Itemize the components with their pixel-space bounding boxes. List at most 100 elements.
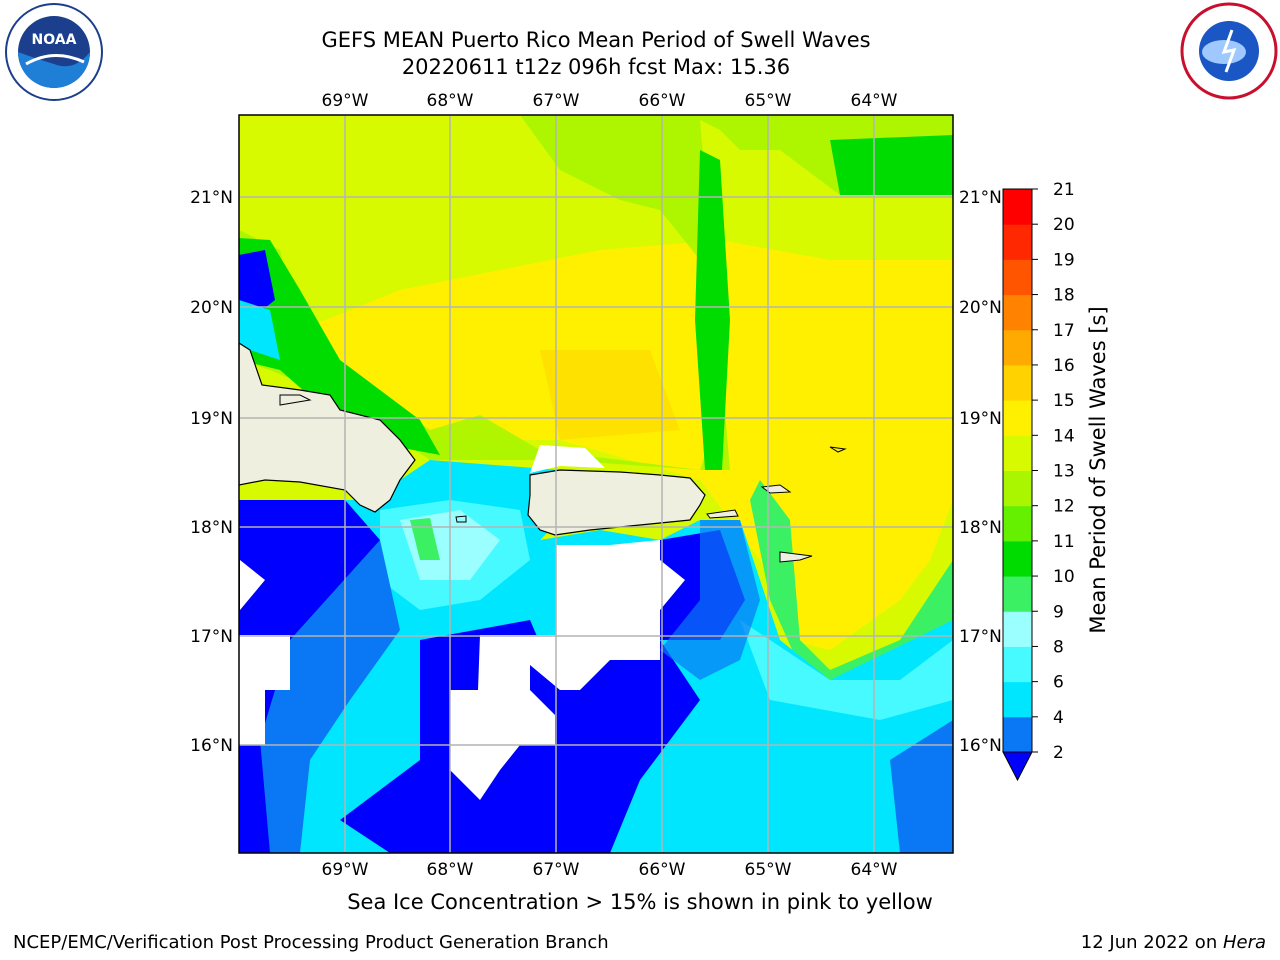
lat-label: 21°N [190, 188, 233, 208]
colorbar-label: Mean Period of Swell Waves [s] [1086, 306, 1110, 633]
lon-label: 68°W [427, 860, 474, 880]
colorbar-segment [1003, 470, 1032, 507]
colorbar-tick-label: 20 [1053, 215, 1075, 235]
colorbar-segment [1003, 329, 1032, 366]
field-4-6s-nw [239, 300, 280, 360]
colorbar-segment [1003, 611, 1032, 647]
island-st-croix [779, 551, 813, 563]
field-2-4s-east [660, 520, 760, 680]
lon-label: 64°W [851, 860, 898, 880]
island-vieques [706, 509, 739, 519]
colorbar: 2 4 6 8 9 10 11 12 13 14 15 16 17 18 19 20 21 [1002, 180, 1075, 782]
map-frame [238, 114, 954, 854]
field-6-8s-b [740, 620, 953, 720]
lon-label: 69°W [322, 91, 369, 111]
colorbar-tick-label: 4 [1053, 708, 1064, 728]
footer-right: 12 Jun 2022 on Hera [1081, 932, 1266, 953]
lat-label: 18°N [190, 518, 233, 538]
lat-label: 17°N [190, 627, 233, 647]
colorbar-tick-label: 2 [1053, 743, 1064, 763]
colorbar-tick-label: 15 [1053, 391, 1075, 411]
masked-area [556, 540, 660, 635]
lon-labels-bottom: 69°W 68°W 67°W 66°W 65°W 64°W [322, 860, 898, 880]
colorbar-tick-label: 13 [1053, 462, 1075, 482]
colorbar-segment [1003, 400, 1032, 436]
colorbar-tick-label: 10 [1053, 567, 1075, 587]
colorbar-segment [1003, 505, 1032, 542]
nws-logo [1180, 2, 1278, 100]
masked-area [450, 635, 660, 800]
colorbar-segment [1003, 364, 1032, 401]
colorbar-tick-label: 12 [1053, 497, 1075, 517]
lon-label: 65°W [745, 91, 792, 111]
lon-label: 67°W [533, 860, 580, 880]
lon-label: 69°W [322, 860, 369, 880]
field-11-12s-ne [830, 135, 953, 195]
colorbar-tick-label: 11 [1053, 532, 1075, 552]
masked-area [660, 560, 685, 610]
lon-label: 65°W [745, 860, 792, 880]
masked-area [240, 560, 265, 610]
field-11-12s-streak [695, 150, 730, 470]
map-title: GEFS MEAN Puerto Rico Mean Period of Swe… [321, 28, 871, 52]
field-2-4s-west [260, 540, 400, 853]
island-cay [279, 394, 312, 406]
lon-label: 68°W [427, 91, 474, 111]
colorbar-segment [1003, 189, 1032, 225]
graticule [239, 115, 953, 853]
lat-label: 16°N [959, 736, 1002, 756]
colorbar-tick-label: 6 [1053, 673, 1064, 693]
colorbar-segment [1003, 716, 1032, 753]
noaa-logo: NOAA [4, 2, 104, 102]
colorbar-tick-label: 8 [1053, 637, 1064, 657]
lon-label: 67°W [533, 91, 580, 111]
field-9-10s-spot [410, 518, 440, 560]
sea-ice-caption: Sea Ice Concentration > 15% is shown in … [347, 890, 933, 914]
noaa-logo-text: NOAA [32, 32, 77, 48]
lon-labels-top: 69°W 68°W 67°W 66°W 65°W 64°W [322, 91, 898, 111]
colorbar-tick-label: 17 [1053, 321, 1075, 341]
colorbar-segment [1003, 294, 1032, 331]
island-mona [455, 515, 467, 523]
swell-period-field [239, 115, 953, 853]
colorbar-tick-label: 14 [1053, 426, 1075, 446]
colorbar-segment [1003, 435, 1032, 471]
field-9-11s-se [750, 480, 953, 690]
lat-label: 17°N [959, 627, 1002, 647]
colorbar-tick-label: 18 [1053, 286, 1075, 306]
lat-label: 21°N [959, 188, 1002, 208]
lat-labels-left: 21°N 20°N 19°N 18°N 17°N 16°N [190, 188, 233, 756]
lat-label: 19°N [190, 409, 233, 429]
field-below-2s-nw [239, 250, 275, 320]
lon-label: 64°W [851, 91, 898, 111]
colorbar-segment [1003, 681, 1032, 718]
lat-label: 19°N [959, 409, 1002, 429]
lon-label: 66°W [639, 860, 686, 880]
masked-area [239, 635, 290, 745]
lat-label: 20°N [190, 298, 233, 318]
colorbar-segment [1003, 576, 1032, 612]
footer-left: NCEP/EMC/Verification Post Processing Pr… [13, 932, 609, 953]
colorbar-segment [1003, 540, 1032, 577]
colorbar-segment [1003, 646, 1032, 683]
map-subtitle: 20220611 t12z 096h fcst Max: 15.36 [401, 55, 791, 79]
field-2-4s-se [890, 720, 953, 853]
colorbar-segment [1003, 224, 1032, 260]
lat-label: 20°N [959, 298, 1002, 318]
colorbar-tick-label: 16 [1053, 356, 1075, 376]
lon-label: 66°W [639, 91, 686, 111]
footer-machine: Hera [1222, 932, 1266, 953]
hispaniola-land [239, 342, 416, 513]
colorbar-tick-label: 9 [1053, 602, 1064, 622]
island-anegada [829, 446, 847, 453]
masked-area [530, 445, 605, 473]
footer-date: 12 Jun 2022 on [1080, 932, 1223, 953]
lat-label: 16°N [190, 736, 233, 756]
colorbar-underflow-arrow [1002, 751, 1033, 782]
lat-label: 18°N [959, 518, 1002, 538]
puerto-rico-land [527, 469, 706, 536]
colorbar-tick-label: 19 [1053, 250, 1075, 270]
colorbar-tick-label: 21 [1053, 180, 1075, 200]
lat-labels-right: 21°N 20°N 19°N 18°N 17°N 16°N [959, 188, 1002, 756]
